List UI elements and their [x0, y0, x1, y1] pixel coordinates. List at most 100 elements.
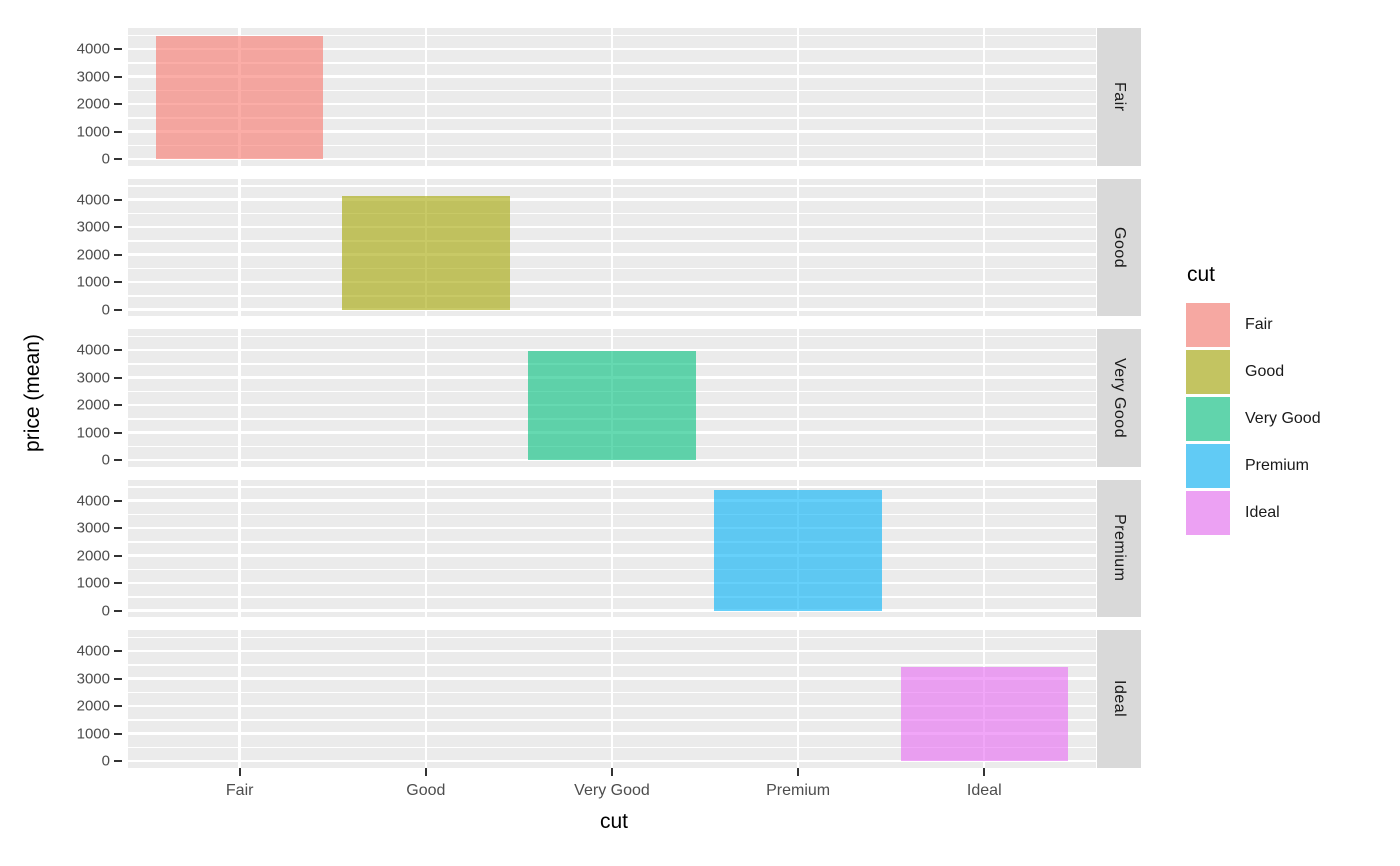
gridline-horizontal-major: [128, 47, 1096, 51]
facet-strip-label: Good: [1111, 226, 1128, 268]
facet-strip-label: Fair: [1111, 81, 1128, 112]
x-tick-label-very-good: Very Good: [574, 782, 650, 799]
y-tick-label: 1000: [76, 424, 110, 442]
gridline-horizontal-major: [128, 649, 1096, 653]
y-tick-label: 2000: [76, 396, 110, 414]
facet-strip-ideal: Ideal: [1097, 630, 1141, 768]
y-tick-label: 2000: [76, 95, 110, 113]
gridline-horizontal-major: [128, 732, 1096, 735]
y-tick-label: 0: [101, 451, 110, 469]
facet-strip-fair: Fair: [1097, 28, 1141, 166]
x-tick-label-ideal: Ideal: [966, 782, 1002, 799]
gridline-vertical-major: [983, 479, 986, 617]
bar-very-good: [528, 351, 696, 461]
gridline-vertical-major: [424, 329, 428, 467]
y-tick-label: 1000: [76, 725, 110, 743]
facet-strip-label: Premium: [1111, 514, 1128, 582]
gridline-horizontal-minor: [128, 89, 1096, 92]
y-tick-mark: [114, 130, 122, 133]
gridline-vertical-major: [238, 479, 241, 617]
y-tick-label: 0: [101, 301, 110, 319]
y-tick-mark: [114, 253, 122, 256]
gridline-horizontal-minor: [128, 267, 1096, 270]
y-tick-label: 4000: [76, 492, 110, 510]
gridline-horizontal-minor: [128, 335, 1096, 338]
gridline-horizontal-major: [128, 554, 1096, 557]
gridline-horizontal-minor: [128, 568, 1096, 571]
y-tick-mark: [114, 554, 122, 557]
y-tick-label: 3000: [76, 670, 110, 688]
gridline-horizontal-major: [128, 198, 1096, 201]
y-tick-mark: [114, 226, 122, 229]
gridline-horizontal-major: [128, 499, 1096, 502]
gridline-horizontal-major: [128, 526, 1096, 530]
gridline-vertical-major: [983, 178, 986, 316]
x-tick-mark: [797, 768, 800, 776]
gridline-horizontal-major: [128, 677, 1096, 680]
gridline-horizontal-minor: [128, 295, 1096, 297]
gridline-horizontal-minor: [128, 541, 1096, 543]
gridline-vertical-major: [796, 28, 800, 166]
gridline-horizontal-minor: [128, 664, 1096, 666]
gridline-horizontal-minor: [128, 486, 1096, 488]
gridline-horizontal-major: [128, 348, 1096, 352]
bar-fair: [155, 36, 324, 160]
y-tick-label: 4000: [76, 642, 110, 660]
gridline-vertical-major: [983, 28, 986, 166]
gridline-horizontal-minor: [128, 144, 1096, 147]
y-tick-mark: [114, 158, 122, 161]
legend-key-color: [1186, 303, 1230, 347]
y-tick-label: 4000: [76, 191, 110, 209]
y-tick-label: 2000: [76, 246, 110, 264]
gridline-horizontal-minor: [128, 746, 1096, 749]
y-tick-label: 1000: [76, 273, 110, 291]
x-tick-label-good: Good: [406, 782, 446, 799]
y-tick-label: 0: [101, 150, 110, 168]
gridline-horizontal-major: [128, 609, 1096, 612]
facet-strip-premium: Premium: [1097, 479, 1141, 617]
gridline-horizontal-minor: [128, 513, 1096, 516]
y-tick-mark: [114, 404, 122, 407]
gridline-horizontal-minor: [128, 117, 1096, 119]
y-tick-label: 1000: [76, 123, 110, 141]
bar-ideal: [900, 666, 1069, 762]
gridline-vertical-major: [983, 329, 986, 467]
legend-item-label: Premium: [1245, 457, 1310, 474]
legend-key-color: [1186, 397, 1230, 441]
y-tick-mark: [114, 198, 122, 201]
y-tick-mark: [114, 527, 122, 530]
legend-item-label: Very Good: [1245, 410, 1321, 427]
gridline-vertical-major: [424, 630, 428, 768]
y-tick-label: 3000: [76, 218, 110, 236]
x-tick-mark: [238, 768, 241, 776]
gridline-horizontal-minor: [128, 719, 1096, 721]
bar-good: [342, 195, 510, 310]
gridline-horizontal-major: [128, 308, 1096, 311]
gridline-horizontal-minor: [128, 596, 1096, 598]
gridline-horizontal-minor: [128, 185, 1096, 187]
gridline-horizontal-minor: [128, 212, 1096, 215]
gridline-horizontal-major: [128, 157, 1096, 161]
y-tick-mark: [114, 609, 122, 612]
y-tick-mark: [114, 459, 122, 462]
x-tick-mark: [424, 768, 427, 776]
gridline-horizontal-major: [128, 581, 1096, 585]
gridline-horizontal-major: [128, 280, 1096, 284]
legend-title: cut: [1187, 263, 1216, 286]
y-tick-label: 3000: [76, 68, 110, 86]
y-tick-mark: [114, 103, 122, 106]
bar-premium: [714, 489, 882, 611]
facet-panel-very-good: [128, 329, 1096, 467]
gridline-horizontal-major: [128, 704, 1096, 708]
facet-panel-good: [128, 178, 1096, 316]
gridline-vertical-major: [238, 329, 241, 467]
y-tick-mark: [114, 760, 122, 763]
legend-item-ideal: Ideal: [1186, 491, 1346, 535]
gridline-horizontal-major: [128, 130, 1096, 133]
y-tick-label: 2000: [76, 547, 110, 565]
gridline-horizontal-major: [128, 458, 1096, 462]
legend-item-label: Ideal: [1245, 504, 1280, 521]
y-tick-label: 2000: [76, 697, 110, 715]
facet-panel-ideal: [128, 630, 1096, 768]
